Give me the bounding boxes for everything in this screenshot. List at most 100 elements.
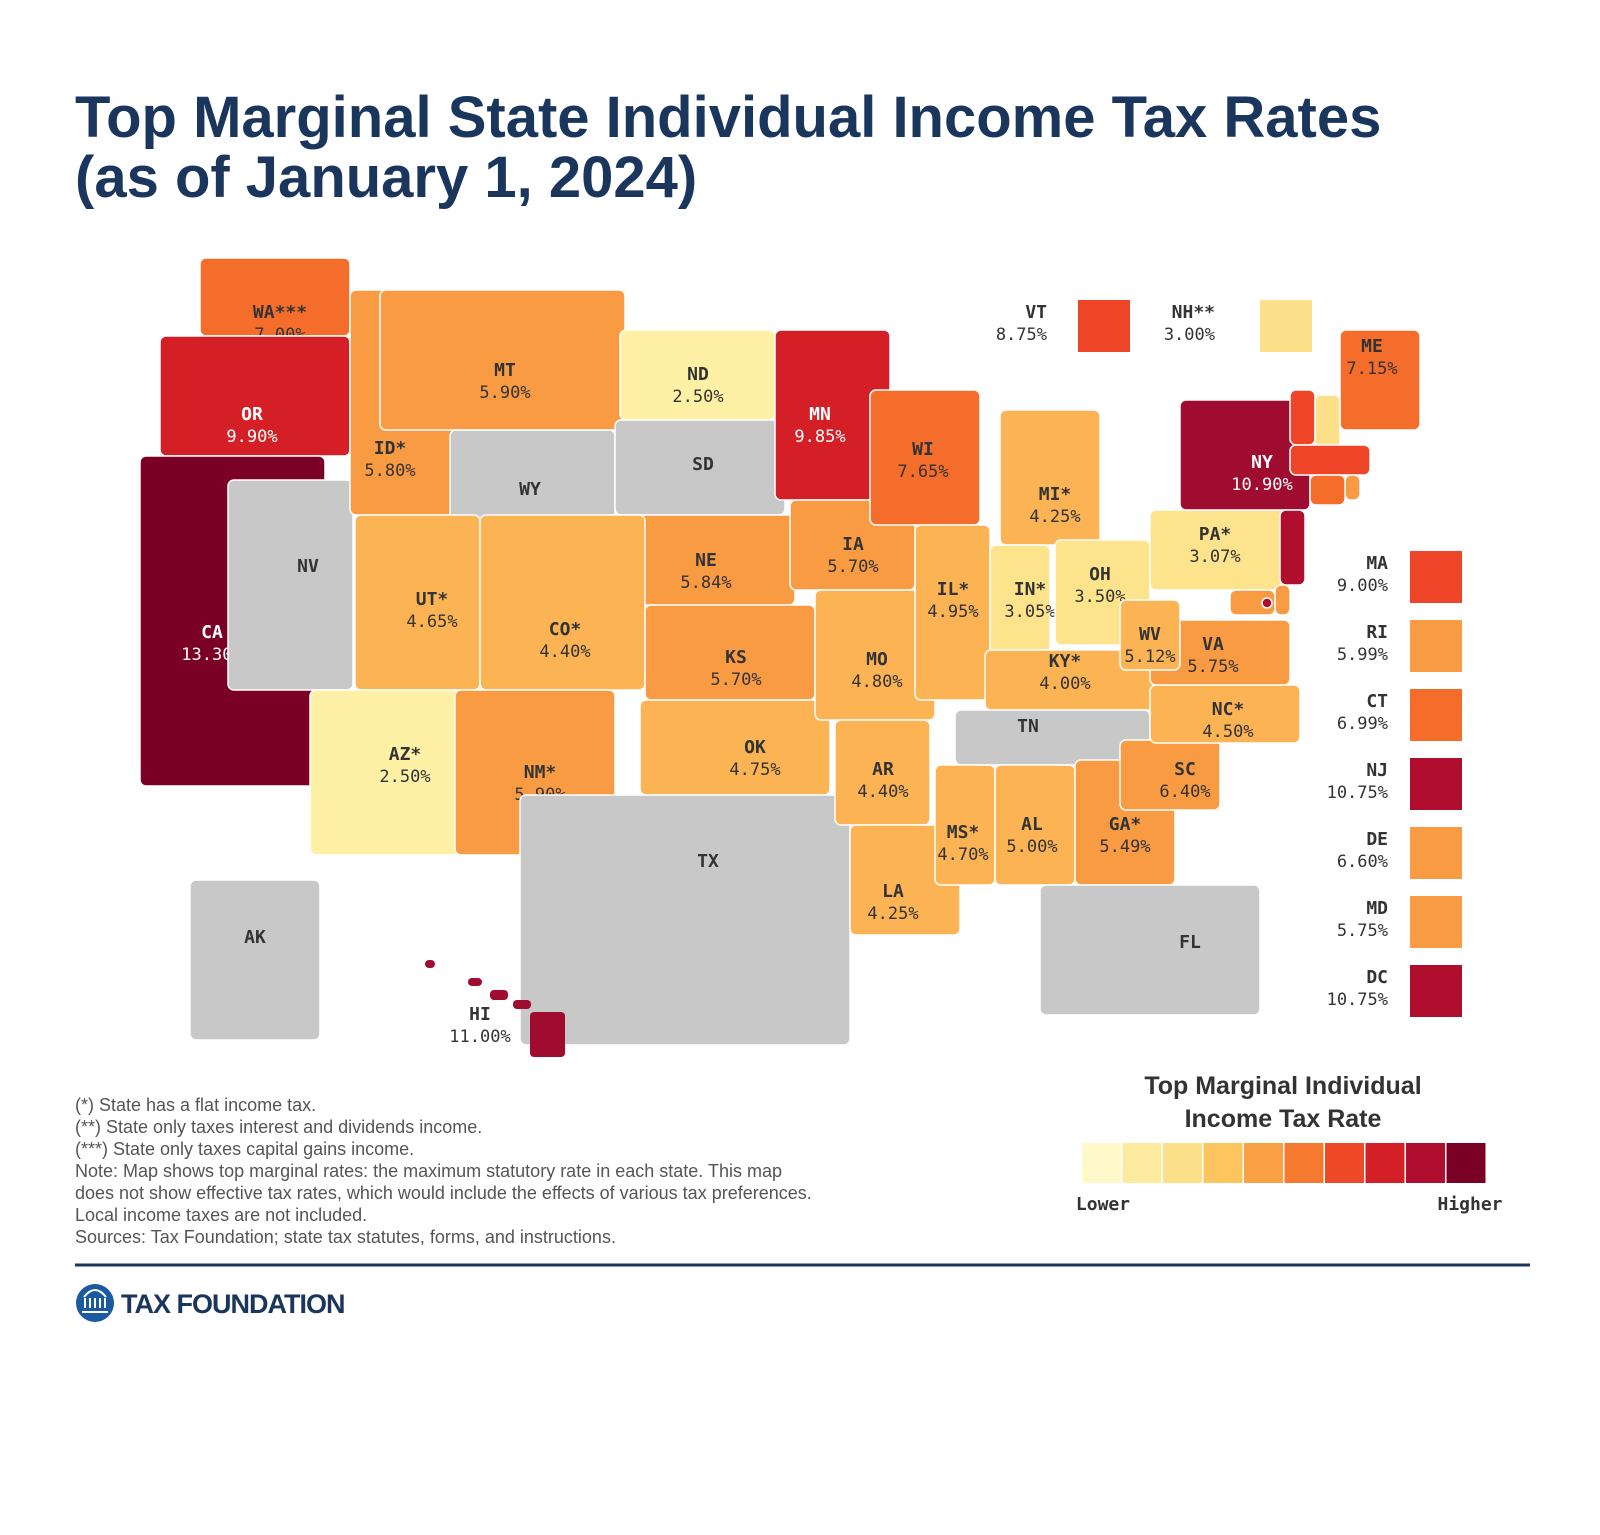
callout-swatch — [1410, 965, 1462, 1017]
state-abbr: MO — [866, 649, 888, 670]
state-abbr: WA*** — [253, 302, 307, 323]
state-shape — [639, 699, 831, 796]
legend-swatch — [1122, 1143, 1162, 1183]
state-rate: 6.99% — [1337, 714, 1388, 734]
state-rate: 4.00% — [1039, 674, 1090, 694]
callout-swatch — [1410, 689, 1462, 741]
legend-low: Lower — [1076, 1194, 1130, 1215]
state-abbr: AR — [872, 759, 894, 780]
note-line: (*) State has a flat income tax. — [75, 1095, 316, 1115]
state-rate: 5.70% — [710, 670, 761, 690]
state-rate: 4.70% — [937, 845, 988, 865]
state-abbr: OR — [241, 404, 263, 425]
legend-swatch — [1163, 1143, 1202, 1183]
state-rate: 3.07% — [1189, 547, 1240, 567]
state-rate: 3.05% — [1004, 602, 1055, 622]
state-abbr: NE — [695, 550, 717, 571]
note-line: Note: Map shows top marginal rates: the … — [75, 1161, 782, 1181]
state-abbr: CT — [1366, 691, 1388, 712]
state-abbr: AZ* — [389, 744, 422, 765]
legend-title: Top Marginal Individual — [1144, 1072, 1421, 1100]
state-shape — [1261, 597, 1273, 609]
state-rate: 5.75% — [1337, 921, 1388, 941]
title-line: (as of January 1, 2024) — [75, 145, 697, 210]
state-rate: 5.75% — [1187, 657, 1238, 677]
state-shape — [1229, 589, 1276, 616]
state-shape — [999, 409, 1101, 546]
state-rate: 5.00% — [1006, 837, 1057, 857]
state-rate: 4.25% — [867, 904, 918, 924]
state-abbr: AK — [244, 927, 266, 948]
legend-swatch — [1082, 1143, 1121, 1183]
state-shape — [519, 794, 851, 1046]
state-abbr: UT* — [416, 589, 449, 610]
legend-swatch — [1244, 1143, 1283, 1183]
state-rate: 3.50% — [1074, 587, 1125, 607]
state-abbr: SC — [1174, 759, 1196, 780]
state-shape — [425, 960, 435, 968]
legend-swatch — [1406, 1143, 1445, 1183]
state-rate: 4.75% — [729, 760, 780, 780]
state-abbr: FL — [1179, 932, 1201, 953]
legend-swatch — [1365, 1143, 1405, 1183]
state-abbr: GA* — [1109, 814, 1142, 835]
title-line: Top Marginal State Individual Income Tax… — [75, 85, 1381, 150]
state-rate: 5.90% — [479, 383, 530, 403]
state-abbr: CA — [201, 622, 223, 643]
state-abbr: MS* — [947, 822, 980, 843]
note-line: does not show effective tax rates, which… — [75, 1183, 812, 1203]
callout-swatch — [1410, 620, 1462, 672]
legend-swatch — [1446, 1143, 1486, 1183]
state-rate: 5.12% — [1124, 647, 1175, 667]
state-abbr: MI* — [1039, 484, 1072, 505]
state-rate: 2.50% — [672, 387, 723, 407]
state-shape — [513, 1000, 531, 1009]
legend-swatch — [1203, 1143, 1243, 1183]
state-shape — [1039, 884, 1261, 1016]
state-abbr: VT — [1025, 302, 1047, 323]
notes: (*) State has a flat income tax.(**) Sta… — [75, 1095, 812, 1247]
state-rate: 5.80% — [364, 461, 415, 481]
state-abbr: KS — [725, 647, 747, 668]
callout-swatch — [1410, 827, 1462, 879]
state-abbr: NY — [1251, 452, 1273, 473]
state-rate: 5.49% — [1099, 837, 1150, 857]
state-abbr: TX — [697, 851, 719, 872]
state-rate: 9.90% — [226, 427, 277, 447]
legend-high: Higher — [1437, 1194, 1502, 1215]
callout-swatch — [1078, 300, 1130, 352]
state-rate: 3.00% — [1164, 325, 1215, 345]
state-abbr: SD — [692, 454, 714, 475]
state-abbr: RI — [1366, 622, 1388, 643]
state-abbr: ID* — [374, 438, 407, 459]
map: WA***7.00%OR9.90%CA13.30%NVID*5.80%MT5.9… — [139, 257, 1462, 1057]
state-rate: 2.50% — [379, 767, 430, 787]
state-abbr: IA — [842, 534, 864, 555]
callout-swatch — [1260, 300, 1312, 352]
state-shape — [1339, 329, 1421, 431]
state-shape — [530, 1012, 565, 1057]
legend: Top Marginal Individual Income Tax Rate Lo… — [1076, 1072, 1503, 1215]
state-shape — [1289, 444, 1371, 476]
state-rate: 4.40% — [539, 642, 590, 662]
state-abbr: NC* — [1212, 699, 1245, 720]
state-abbr: OH — [1089, 564, 1111, 585]
state-rate: 4.95% — [927, 602, 978, 622]
note-line: Local income taxes are not included. — [75, 1205, 367, 1225]
legend-title: Income Tax Rate — [1185, 1105, 1382, 1133]
state-abbr: MN — [809, 404, 831, 425]
state-rate: 6.60% — [1337, 852, 1388, 872]
state-abbr: WV — [1139, 624, 1161, 645]
state-rate: 5.84% — [680, 573, 731, 593]
state-rate: 10.75% — [1327, 990, 1388, 1010]
state-abbr: DC — [1366, 967, 1388, 988]
state-abbr: LA — [882, 881, 904, 902]
state-shape — [1344, 474, 1361, 501]
state-rate: 10.90% — [1231, 475, 1292, 495]
state-abbr: ME — [1361, 336, 1383, 357]
note-line: (**) State only taxes interest and divid… — [75, 1117, 482, 1137]
state-abbr: IN* — [1014, 579, 1047, 600]
state-rate: 5.70% — [827, 557, 878, 577]
state-rate: 4.40% — [857, 782, 908, 802]
state-rate: 9.85% — [794, 427, 845, 447]
